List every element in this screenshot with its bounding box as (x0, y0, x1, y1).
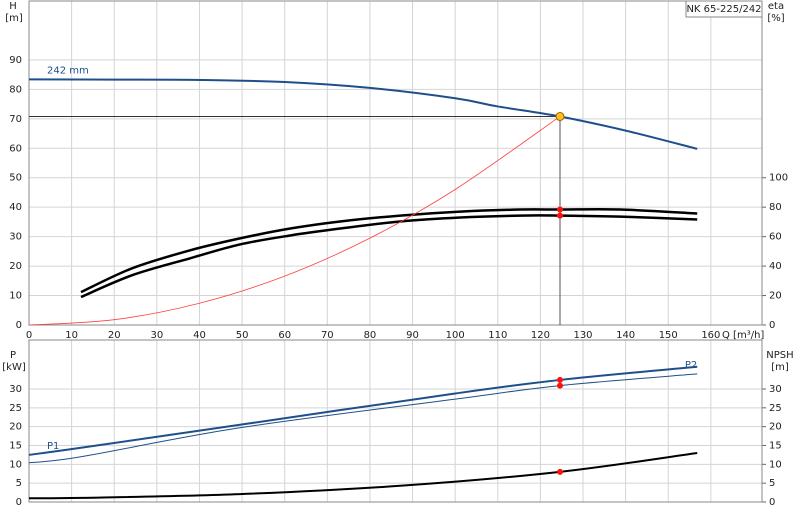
y2-tick-label: 40 (769, 261, 782, 272)
x-tick-label: 80 (364, 330, 377, 341)
y-tick-label: 0 (16, 497, 22, 508)
x-tick-label: 160 (701, 330, 720, 341)
y2-axis-label: eta (768, 1, 784, 12)
x-tick-label: 50 (236, 330, 249, 341)
series-line (28, 116, 561, 326)
series-label: P1 (47, 441, 59, 452)
labels: H [m] eta [%] P [kW] NPSH [m] Q [m³/h] (2, 1, 793, 373)
y-tick-label: 15 (9, 440, 22, 451)
y-tick-label: 40 (9, 202, 22, 213)
duty-point (556, 376, 563, 383)
y2-tick-label: 0 (769, 320, 775, 331)
x-tick-label: 90 (406, 330, 419, 341)
y-axis-label: P (10, 350, 16, 361)
x-tick-label: 140 (616, 330, 635, 341)
series-line (28, 452, 698, 500)
y-tick-label: 60 (9, 143, 22, 154)
series-line (80, 207, 698, 294)
y2-tick-label: 10 (769, 459, 782, 470)
x-tick-label: 70 (321, 330, 334, 341)
series-line (28, 78, 698, 150)
duty-point (556, 382, 563, 389)
y2-tick-label: 30 (769, 384, 782, 395)
duty-point (556, 212, 563, 219)
operating-point (555, 111, 565, 121)
x-tick-label: 10 (65, 330, 78, 341)
y2-tick-label: 25 (769, 403, 782, 414)
panel: 0 10 20 30 40 50 60 70 80 90 100 110 120 130 140 150 160… (9, 0, 788, 341)
y-tick-label: 80 (9, 84, 22, 95)
y-tick-label: 90 (9, 55, 22, 66)
x-tick-label: 20 (108, 330, 121, 341)
y-tick-label: 5 (16, 478, 22, 489)
y2-tick-label: 80 (769, 202, 782, 213)
series-line (80, 214, 698, 299)
title-box (685, 0, 763, 18)
y-tick-label: 20 (9, 261, 22, 272)
y-tick-label: 10 (9, 459, 22, 470)
x-tick-label: 100 (446, 330, 465, 341)
y2-tick-label: 15 (769, 440, 782, 451)
duty-point (556, 206, 563, 213)
y2-axis-unit: [m] (771, 362, 789, 373)
x-tick-label: 0 (26, 330, 32, 341)
x-tick-label: 40 (193, 330, 206, 341)
plot-frame (28, 339, 763, 503)
series-label: 242 mm (47, 65, 89, 76)
series-label: P2 (685, 360, 697, 371)
chart-title: NK 65-225/242 (686, 4, 761, 15)
x-tick-label: 60 (278, 330, 291, 341)
y2-axis-unit: [%] (767, 13, 784, 24)
y2-tick-label: 20 (769, 291, 782, 302)
y-tick-label: 30 (9, 384, 22, 395)
y-tick-label: 70 (9, 114, 22, 125)
y2-axis-label: NPSH (766, 350, 793, 361)
y2-tick-label: 5 (769, 478, 775, 489)
x-tick-label: 130 (573, 330, 592, 341)
y-tick-label: 10 (9, 291, 22, 302)
y-tick-label: 50 (9, 173, 22, 184)
y-tick-label: 25 (9, 403, 22, 414)
y2-tick-label: 20 (769, 422, 782, 433)
series-line (28, 373, 698, 464)
y-tick-label: 0 (16, 320, 22, 331)
y2-tick-label: 100 (769, 173, 788, 184)
y2-tick-label: 60 (769, 232, 782, 243)
y-axis-label: H (9, 1, 17, 12)
x-tick-label: 30 (150, 330, 163, 341)
y-axis-unit: [kW] (2, 362, 26, 373)
x-tick-label: 120 (531, 330, 550, 341)
duty-point (556, 468, 563, 475)
y-axis-unit: [m] (5, 13, 23, 24)
panel: 0 5 10 15 20 25 30 0 5 10 15 20 25 30 P1 P2 (9, 339, 782, 508)
y-tick-label: 30 (9, 232, 22, 243)
x-tick-label: 150 (659, 330, 678, 341)
x-tick-label: 110 (488, 330, 507, 341)
y-tick-label: 20 (9, 422, 22, 433)
series-line (28, 365, 698, 456)
y2-tick-label: 0 (769, 497, 775, 508)
x-axis-label: Q [m³/h] (722, 330, 764, 341)
plot-frame (28, 0, 763, 326)
